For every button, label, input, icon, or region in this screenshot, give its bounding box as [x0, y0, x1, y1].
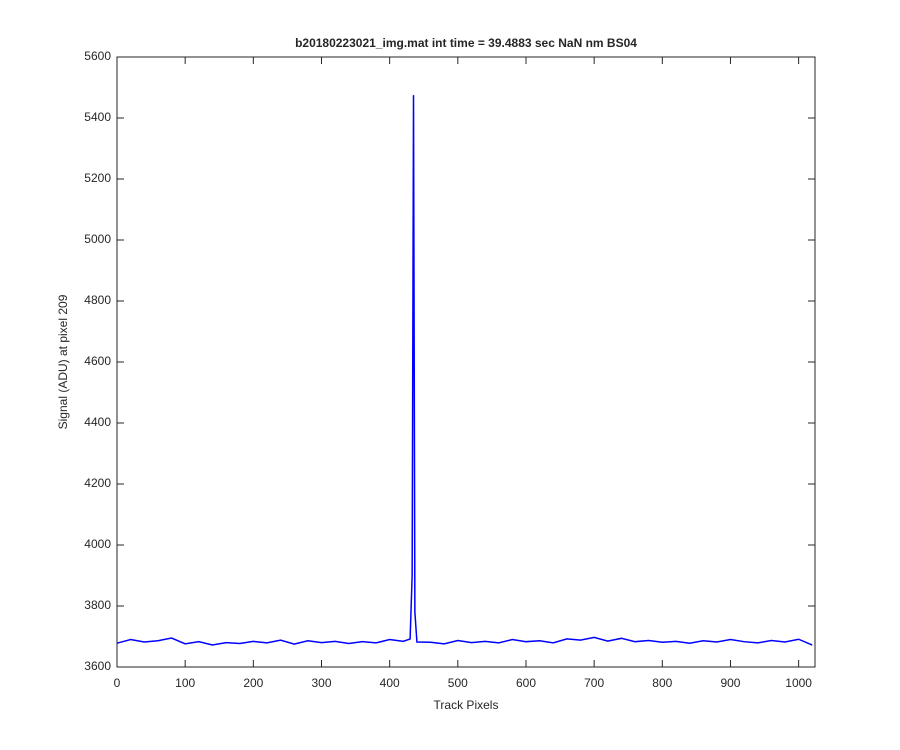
- y-axis-label: Signal (ADU) at pixel 209: [56, 294, 70, 429]
- y-tick-label: 5000: [84, 232, 111, 246]
- y-tick-label: 5400: [84, 110, 111, 124]
- y-tick-label: 5200: [84, 171, 111, 185]
- x-tick-label: 800: [652, 676, 672, 690]
- x-tick-label: 0: [114, 676, 121, 690]
- y-tick-label: 4000: [84, 537, 111, 551]
- plot-area: [116, 56, 816, 668]
- x-axis-label: Track Pixels: [434, 698, 499, 712]
- y-tick-label: 3600: [84, 659, 111, 673]
- x-tick-label: 500: [448, 676, 468, 690]
- x-tick-label: 100: [175, 676, 195, 690]
- chart-title: b20180223021_img.mat int time = 39.4883 …: [295, 36, 637, 50]
- y-tick-label: 5600: [84, 49, 111, 63]
- x-tick-label: 1000: [785, 676, 812, 690]
- y-tick-label: 4400: [84, 415, 111, 429]
- y-tick-label: 4800: [84, 293, 111, 307]
- x-tick-label: 900: [720, 676, 740, 690]
- y-tick-label: 4200: [84, 476, 111, 490]
- data-line: [116, 95, 813, 646]
- y-tick-label: 3800: [84, 598, 111, 612]
- y-tick-label: 4600: [84, 354, 111, 368]
- x-tick-label: 400: [380, 676, 400, 690]
- x-tick-label: 300: [311, 676, 331, 690]
- x-tick-label: 200: [243, 676, 263, 690]
- x-tick-label: 600: [516, 676, 536, 690]
- x-tick-label: 700: [584, 676, 604, 690]
